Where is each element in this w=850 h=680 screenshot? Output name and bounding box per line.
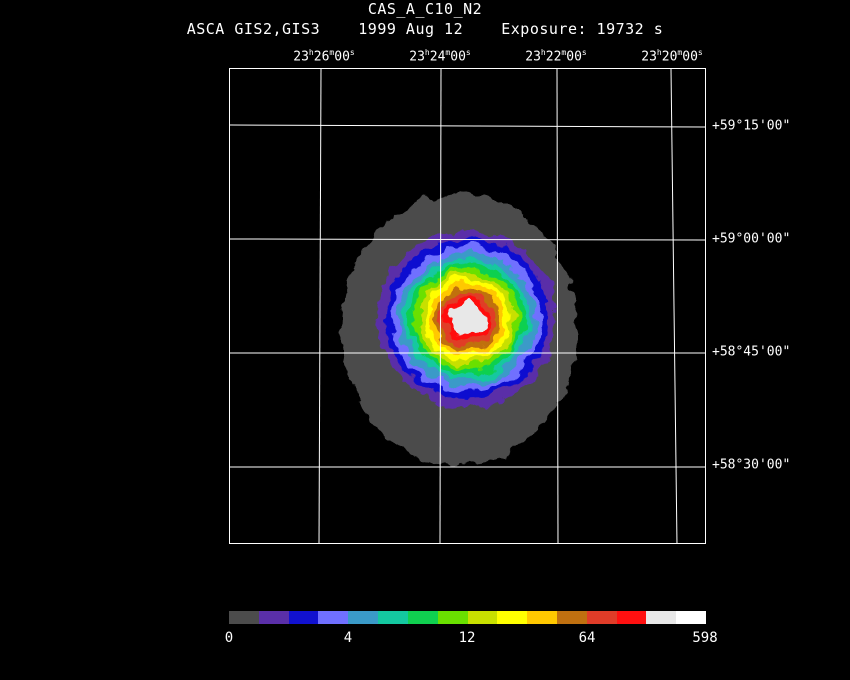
ra-label: 23h20m00s: [641, 48, 703, 65]
dec-label: +59°00'00": [712, 231, 791, 247]
colorbar-swatch: [646, 611, 677, 624]
colorbar-swatch: [407, 611, 438, 624]
ra-label: 23h22m00s: [525, 48, 587, 65]
colorbar-swatch: [258, 611, 289, 624]
colorbar-swatch: [318, 611, 349, 624]
xray-image-panel: [229, 68, 706, 544]
colorbar-swatch: [288, 611, 319, 624]
observation-info: ASCA GIS2,GIS3 1999 Aug 12 Exposure: 197…: [186, 20, 664, 38]
dec-label: +58°45'00": [712, 344, 791, 360]
colorbar-swatch: [527, 611, 557, 624]
colorbar-swatch: [616, 611, 647, 624]
colorbar-label: 0: [224, 630, 234, 646]
colorbar-swatch: [556, 611, 587, 624]
colorbar-swatch: [378, 611, 408, 624]
source-emission: [341, 194, 577, 464]
ra-label: 23h26m00s: [293, 48, 355, 65]
colorbar-swatch: [229, 611, 259, 624]
colorbar-swatch: [437, 611, 468, 624]
colorbar-label: 64: [578, 630, 596, 646]
colorbar-label: 4: [343, 630, 353, 646]
dec-label: +58°30'00": [712, 457, 791, 473]
colorbar-swatch: [467, 611, 498, 624]
colorbar-swatch: [497, 611, 528, 624]
colorbar-label: 598: [692, 630, 718, 646]
colorbar-label: 12: [458, 630, 476, 646]
colorbar: [229, 611, 706, 624]
colorbar-swatch: [676, 611, 706, 624]
intensity-contour: [449, 303, 485, 335]
colorbar-swatch: [348, 611, 379, 624]
coordinate-grid: [230, 69, 705, 543]
xray-image: [230, 69, 705, 543]
ra-label: 23h24m00s: [409, 48, 471, 65]
image-title: CAS_A_C10_N2: [367, 0, 483, 18]
dec-label: +59°15'00": [712, 118, 791, 134]
colorbar-swatch: [586, 611, 617, 624]
